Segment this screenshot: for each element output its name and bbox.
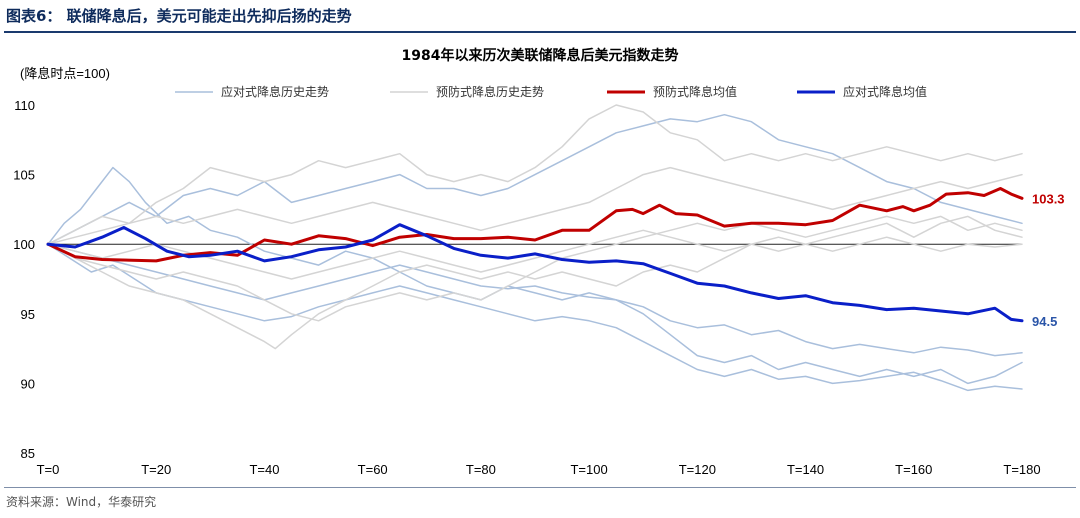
x-tick-label: T=140 [787,462,824,477]
series-line [46,187,1024,263]
legend-label: 预防式降息历史走势 [436,84,544,99]
legend-label: 应对式降息历史走势 [221,84,329,99]
x-tick-label: T=20 [141,462,171,477]
x-tick-label: T=120 [679,462,716,477]
y-tick-label: 90 [21,376,35,391]
series-line [47,215,1023,322]
legend: 应对式降息历史走势 预防式降息历史走势 预防式降息均值 应对式降息均值 [175,84,927,99]
series-line [47,104,1023,245]
x-tick-label: T=100 [570,462,607,477]
chart-title: 1984年以来历次美联储降息后美元指数走势 [402,47,679,64]
end-labels: 103.3 94.5 [1032,191,1065,328]
y-tick-label: 85 [21,446,35,461]
series-line [47,166,1023,245]
y-tick-label: 100 [13,237,35,252]
series-layer [46,104,1024,392]
y-axis: 85 90 95 100 105 110 [13,98,1022,461]
series-line [47,215,1023,350]
x-tick-label: T=60 [358,462,388,477]
series-line [47,113,1023,245]
series-end-label: 94.5 [1032,314,1057,329]
x-tick-label: T=160 [895,462,932,477]
source-note: 资料来源：Wind，华泰研究 [6,495,157,509]
series-end-label: 103.3 [1032,191,1065,206]
x-tick-label: T=180 [1003,462,1040,477]
y-tick-label: 95 [21,307,35,322]
x-tick-label: T=40 [249,462,279,477]
top-rule [4,31,1076,33]
series-line [47,243,1023,392]
y-tick-label: 105 [13,168,35,183]
legend-label: 应对式降息均值 [843,84,927,99]
y-axis-label: (降息时点=100) [20,66,110,81]
x-axis: T=0 T=20 T=40 T=60 T=80 T=100 T=120 T=140 T=160 T… [37,462,1041,477]
series-line [47,243,1023,357]
series-line [46,223,1024,323]
y-tick-label: 110 [14,98,35,113]
series-line [47,229,1023,280]
bottom-rule [4,487,1076,488]
figure-title: 图表6： 联储降息后，美元可能走出先抑后扬的走势 [6,7,352,25]
x-tick-label: T=80 [466,462,496,477]
legend-label: 预防式降息均值 [653,84,737,99]
x-tick-label: T=0 [37,462,60,477]
